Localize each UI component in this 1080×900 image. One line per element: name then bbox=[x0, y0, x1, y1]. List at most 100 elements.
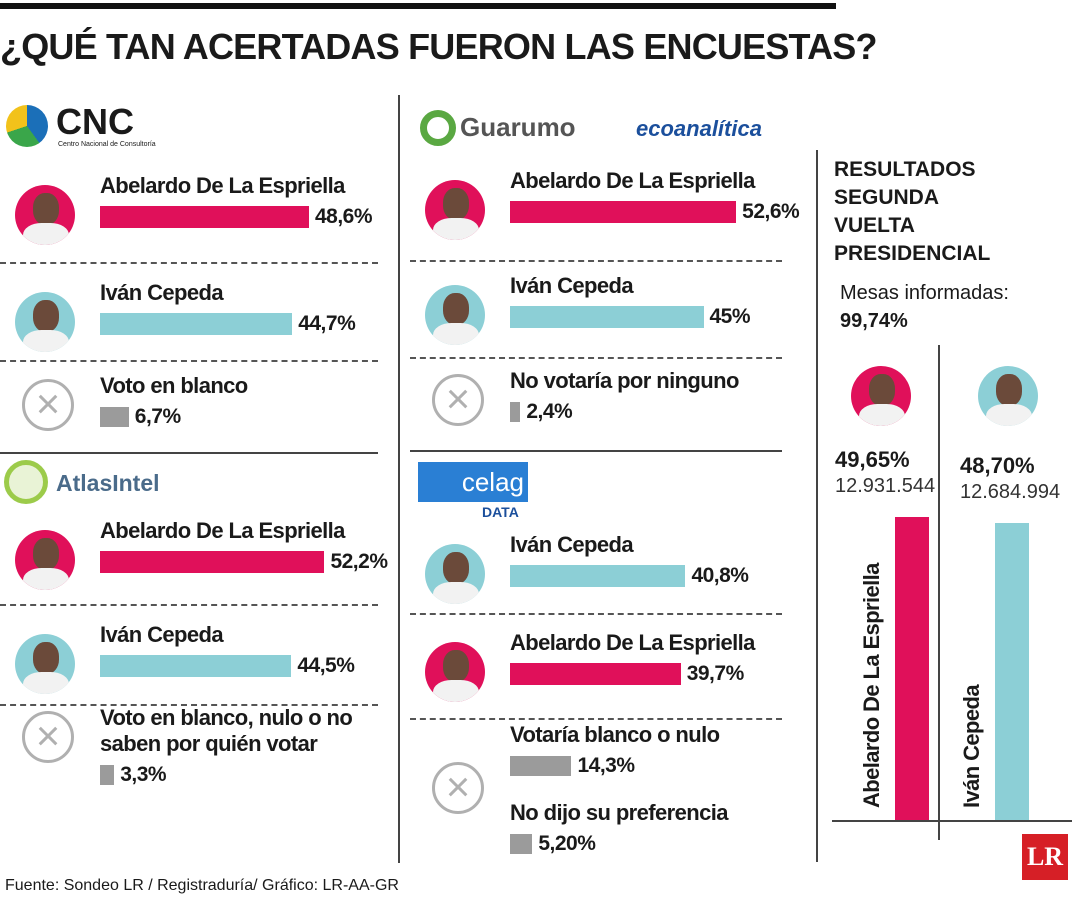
row: Iván Cepeda 40,8% bbox=[510, 532, 800, 588]
bar-row: 45% bbox=[510, 305, 800, 329]
value-label: 48,6% bbox=[314, 205, 373, 228]
avatar bbox=[425, 544, 485, 604]
bar bbox=[100, 407, 129, 427]
bar-row: 40,8% bbox=[510, 564, 800, 588]
category-label: Iván Cepeda bbox=[100, 280, 224, 305]
bar-row: 5,20% bbox=[510, 832, 800, 856]
pollster: ecoanalítica bbox=[636, 116, 762, 141]
blank-icon: × bbox=[432, 762, 484, 814]
pollster: AtlasIntel bbox=[56, 470, 160, 496]
row: Voto en blanco, nulo o no saben por quié… bbox=[100, 705, 380, 787]
row: Iván Cepeda 45% bbox=[510, 273, 800, 329]
separator bbox=[0, 604, 378, 606]
bar-row: 2,4% bbox=[510, 400, 800, 424]
value-label: 39,7% bbox=[686, 662, 745, 685]
separator bbox=[0, 704, 378, 706]
avatar bbox=[15, 185, 75, 245]
bar-row: 44,7% bbox=[100, 312, 380, 336]
row: Abelardo De La Espriella 48,6% bbox=[100, 173, 380, 229]
value-label: 14,3% bbox=[577, 754, 635, 777]
category-label: Voto en blanco, nulo o no saben por quié… bbox=[100, 705, 353, 756]
bar bbox=[510, 663, 681, 685]
bar bbox=[895, 517, 929, 820]
separator bbox=[0, 262, 378, 264]
bar-row: 52,2% bbox=[100, 550, 388, 574]
bar-row: 14,3% bbox=[510, 754, 800, 778]
row: Abelardo De La Espriella 39,7% bbox=[510, 630, 800, 686]
bar bbox=[510, 402, 521, 422]
votes-label: 12.931.544 bbox=[835, 475, 936, 498]
category-label: No dijo su preferencia bbox=[510, 800, 728, 825]
pollster: CNC bbox=[56, 101, 134, 142]
bar bbox=[510, 756, 572, 776]
avatar-head bbox=[443, 650, 469, 682]
logo-icon bbox=[6, 105, 48, 147]
bar bbox=[510, 834, 533, 854]
value-label: 48,70% bbox=[960, 452, 1035, 478]
separator bbox=[0, 360, 378, 362]
votes-label: 12.684.994 bbox=[960, 480, 1061, 503]
row: Votaría blanco o nulo 14,3% bbox=[510, 722, 800, 778]
avatar-body bbox=[986, 404, 1032, 426]
value-label: 5,20% bbox=[538, 832, 596, 855]
category-label: No votaría por ninguno bbox=[510, 368, 739, 393]
bar-row: 52,6% bbox=[510, 200, 800, 224]
avatar-head bbox=[869, 374, 895, 406]
avatar-head bbox=[33, 538, 59, 570]
divider bbox=[816, 150, 818, 862]
bar-row: 6,7% bbox=[100, 405, 380, 429]
bar-row: 3,3% bbox=[100, 763, 380, 787]
category-label: Abelardo De La Espriella bbox=[510, 168, 755, 193]
row: Iván Cepeda 44,5% bbox=[100, 622, 380, 678]
category-label: Votaría blanco o nulo bbox=[510, 722, 720, 747]
logo-icon bbox=[420, 110, 456, 146]
value-label: 44,5% bbox=[297, 654, 355, 677]
bar bbox=[510, 565, 686, 587]
value-label: 52,2% bbox=[330, 550, 388, 573]
avatar-head bbox=[33, 193, 59, 225]
results-title: RESULTADOS SEGUNDA VUELTA PRESIDENCIAL bbox=[834, 158, 991, 265]
category-label: Abelardo De La Espriella bbox=[859, 563, 884, 808]
bar bbox=[510, 306, 704, 328]
category-label: Abelardo De La Espriella bbox=[100, 518, 345, 543]
bar bbox=[100, 765, 115, 785]
reported-value: 99,74% bbox=[840, 310, 908, 332]
value-label: 44,7% bbox=[298, 312, 356, 335]
avatar bbox=[851, 366, 911, 426]
value-label: 2,4% bbox=[526, 400, 573, 423]
avatar bbox=[425, 180, 485, 240]
bar-row: 44,5% bbox=[100, 654, 380, 678]
top-rule bbox=[0, 3, 836, 9]
avatar-body bbox=[433, 680, 479, 702]
pollster-subtitle: DATA bbox=[482, 504, 519, 520]
avatar-body bbox=[23, 223, 69, 245]
category-label: Voto en blanco bbox=[100, 373, 248, 398]
blank-icon: × bbox=[22, 379, 74, 431]
category-label: Iván Cepeda bbox=[510, 532, 634, 557]
avatar bbox=[978, 366, 1038, 426]
avatar-head bbox=[33, 642, 59, 674]
brand-logo: LR bbox=[1022, 834, 1068, 880]
pollster: Guarumo bbox=[460, 112, 576, 142]
row: No votaría por ninguno 2,4% bbox=[510, 368, 800, 424]
reported: Mesas informadas: bbox=[840, 282, 1009, 304]
avatar bbox=[15, 292, 75, 352]
category-label: Abelardo De La Espriella bbox=[100, 173, 345, 198]
avatar bbox=[425, 642, 485, 702]
row: No dijo su preferencia 5,20% bbox=[510, 800, 800, 856]
bar bbox=[100, 551, 325, 573]
logo-icon bbox=[4, 460, 48, 504]
avatar-body bbox=[23, 568, 69, 590]
bar bbox=[510, 201, 737, 223]
category-label: Iván Cepeda bbox=[959, 684, 984, 808]
value-label: 40,8% bbox=[691, 564, 749, 587]
avatar-body bbox=[23, 330, 69, 352]
value-label: 52,6% bbox=[742, 200, 800, 223]
divider bbox=[0, 452, 378, 454]
row: Abelardo De La Espriella 52,2% bbox=[100, 518, 388, 574]
avatar-head bbox=[996, 374, 1022, 406]
divider bbox=[398, 95, 400, 863]
row: Voto en blanco 6,7% bbox=[100, 373, 380, 429]
source: Fuente: Sondeo LR / Registraduría/ Gráfi… bbox=[5, 877, 399, 894]
